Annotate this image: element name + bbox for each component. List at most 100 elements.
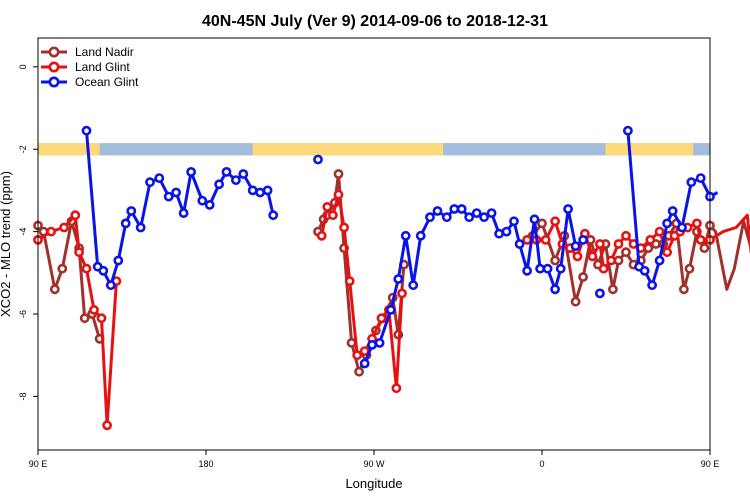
ocean-glint-point — [178, 208, 189, 218]
land-glint-point — [662, 247, 672, 258]
land-ocean-band — [38, 143, 710, 156]
ocean-glint-point — [595, 288, 605, 299]
land-glint-point — [397, 288, 407, 299]
ocean-glint-point — [154, 173, 165, 183]
land-glint-point — [613, 239, 624, 249]
ocean-glint-point — [163, 191, 174, 202]
land-nadir-point — [570, 296, 581, 307]
legend-label: Land Glint — [75, 60, 130, 74]
ocean-glint-point — [374, 337, 385, 348]
land-glint-point — [598, 263, 609, 274]
land-glint-point — [344, 276, 355, 286]
land-nadir-point — [699, 243, 710, 253]
land-glint-point — [70, 210, 81, 221]
ocean-glint-point — [647, 280, 657, 291]
legend-swatch-marker — [48, 46, 60, 58]
land-glint-point — [46, 226, 56, 237]
land-band-segment — [38, 143, 100, 156]
ocean-glint-point — [677, 222, 687, 233]
ocean-glint-point — [120, 218, 131, 229]
legend-item-ocean-glint: Ocean Glint — [41, 75, 139, 89]
ocean-glint-point — [471, 208, 482, 218]
ocean-glint-point — [441, 212, 452, 223]
legend-swatch-marker — [48, 61, 60, 73]
land-glint-point — [595, 239, 605, 249]
x-tick-label: 90 E — [29, 459, 48, 469]
x-tick-label: 90 W — [363, 459, 385, 469]
ocean-glint-point — [367, 339, 377, 350]
ocean-glint-point — [479, 212, 489, 223]
ocean-glint-point — [313, 154, 323, 165]
land-nadir-point — [49, 284, 60, 295]
ocean-glint-point — [214, 179, 224, 190]
ocean-glint-point — [654, 255, 665, 266]
ocean-glint-point — [385, 304, 396, 315]
land-nadir-point — [679, 284, 689, 295]
y-axis-title: XCO2 - MLO trend (ppm) — [0, 171, 13, 317]
land-nadir-point — [621, 247, 631, 258]
ocean-glint-point — [400, 230, 411, 241]
land-glint-point — [59, 222, 69, 233]
y-axis: 0 -2 -4 -6 -8 — [18, 64, 38, 400]
ocean-glint-point — [456, 204, 467, 214]
land-glint-point — [654, 226, 665, 237]
land-glint-point — [572, 251, 583, 262]
ocean-glint-point — [238, 169, 249, 179]
ocean-glint-point — [186, 166, 196, 177]
x-tick-label: 90 E — [701, 459, 720, 469]
ocean-glint-point — [126, 206, 137, 216]
land-nadir-point — [79, 313, 90, 324]
ocean-glint-point — [550, 284, 560, 295]
ocean-glint-point — [522, 265, 532, 276]
ocean-glint-point — [535, 263, 545, 274]
y-tick-label: -2 — [18, 145, 28, 153]
ocean-glint-point — [425, 212, 435, 223]
ocean-glint-point — [262, 185, 273, 196]
land-glint-point — [606, 255, 616, 266]
ocean-glint-point — [514, 239, 525, 249]
series-layer — [33, 125, 750, 431]
ocean-glint-point — [204, 199, 215, 210]
land-glint-point — [339, 222, 349, 233]
land-glint-line — [527, 213, 750, 271]
land-glint-point — [391, 383, 402, 394]
y-tick-label: -8 — [18, 392, 28, 400]
chart-title: 40N-45N July (Ver 9) 2014-09-06 to 2018-… — [202, 13, 548, 30]
legend-label: Ocean Glint — [75, 75, 139, 89]
land-nadir-point — [608, 284, 618, 295]
ocean-glint-point — [542, 263, 553, 274]
legend-item-land-glint: Land Glint — [41, 60, 130, 74]
ocean-glint-point — [509, 216, 519, 227]
land-glint-point — [695, 234, 706, 245]
ocean-glint-point — [529, 214, 540, 225]
land-nadir-point — [684, 263, 695, 274]
series-ocean-glint — [81, 125, 719, 369]
x-tick-label: 180 — [198, 459, 213, 469]
land-glint-point — [540, 234, 551, 245]
legend-label: Land Nadir — [75, 45, 134, 59]
land-glint-point — [333, 189, 344, 200]
ocean-glint-point — [415, 230, 426, 241]
ocean-glint-point — [501, 226, 512, 237]
ocean-glint-point — [359, 358, 370, 369]
ocean-glint-point — [686, 177, 697, 188]
y-tick-label: -4 — [18, 228, 28, 236]
ocean-glint-point — [623, 125, 633, 136]
land-nadir-point — [537, 218, 547, 229]
ocean-glint-point — [486, 208, 497, 218]
ocean-glint-point — [695, 173, 706, 183]
ocean-glint-point — [171, 187, 181, 198]
ocean-glint-point — [268, 210, 279, 221]
ocean-glint-point — [667, 206, 678, 216]
ocean-glint-point — [570, 241, 581, 251]
ocean-glint-point — [408, 280, 419, 291]
ocean-glint-point — [662, 218, 672, 229]
land-nadir-point — [57, 263, 68, 274]
ocean-glint-point — [639, 265, 650, 276]
land-glint-point — [322, 201, 333, 212]
land-nadir-point — [333, 169, 344, 179]
land-glint-point — [74, 247, 84, 258]
land-glint-point — [550, 216, 560, 227]
x-axis: 90 E 180 90 W 0 90 E — [29, 450, 720, 469]
